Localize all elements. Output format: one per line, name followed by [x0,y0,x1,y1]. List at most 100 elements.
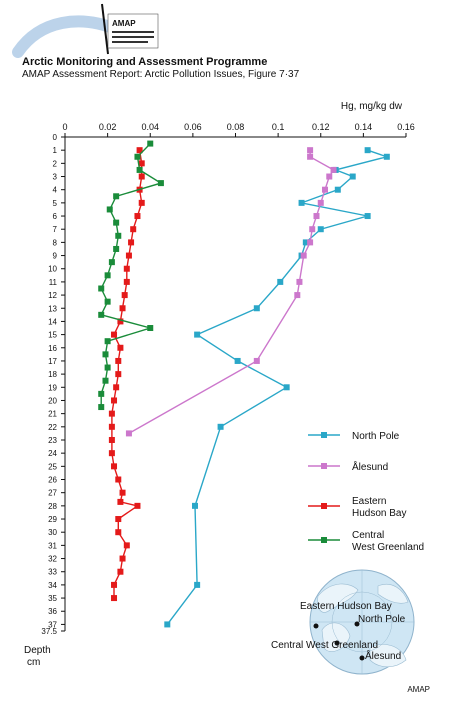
legend-marker [321,503,327,509]
logo-arc [12,15,124,58]
data-point [307,153,314,160]
y-tick-label: 4 [53,186,58,195]
data-point [108,450,115,457]
data-point [217,423,224,430]
data-point [102,377,109,384]
series-lesund [125,147,337,437]
map-land [369,644,407,668]
data-point [111,581,118,588]
x-tick-label: 0 [62,122,67,132]
data-point [119,489,126,496]
data-point [134,213,141,220]
data-point [138,160,145,167]
y-tick-label: 15 [48,331,57,340]
y-tick-label: 37 [48,620,57,629]
data-point [104,364,111,371]
data-point [253,305,260,312]
data-point [115,371,122,378]
data-point [147,325,154,332]
data-point [349,173,356,180]
inset-map: Eastern Hudson Bay North Pole Central We… [271,569,415,675]
data-point [147,140,154,147]
data-point [283,384,290,391]
map-land [377,583,409,604]
y-tick-label: 37.5 [41,627,57,636]
data-point [117,318,124,325]
data-point [104,298,111,305]
y-axis-label: Depth cm [24,645,51,668]
data-point [104,338,111,345]
y-tick-label: 21 [48,410,57,419]
series-line [166,149,390,625]
legend-label: Ålesund [352,460,388,473]
y-tick-label: 20 [48,396,57,405]
x-tick-label: 0.06 [184,122,202,132]
data-point [296,278,303,285]
data-point [136,147,143,154]
data-point [364,147,371,154]
data-point [121,292,128,299]
y-tick-label: 23 [48,436,57,445]
data-point [194,581,201,588]
data-point [300,252,307,259]
y-tick-label: 34 [48,581,57,590]
y-tick-label: 30 [48,528,57,537]
data-point [123,278,130,285]
data-point [294,292,301,299]
y-tick-label: 19 [48,383,57,392]
data-point [108,423,115,430]
y-tick-label: 0 [53,133,58,142]
y-tick-label: 17 [48,357,57,366]
y-tick-label: 9 [53,252,58,261]
data-point [108,410,115,417]
series-line [128,150,335,435]
x-tick-label: 0.04 [141,122,159,132]
data-point [138,173,145,180]
legend: North Pole Ålesund Eastern Hudson Bay Centra… [308,431,424,553]
data-point [111,397,118,404]
logo-text: AMAP [112,19,136,28]
data-point [113,193,120,200]
amap-logo: AMAP [12,3,159,58]
data-point [322,186,329,193]
series-central-west-greenland [98,140,164,411]
data-point [115,476,122,483]
y-tick-label: 10 [48,265,57,274]
data-point [111,595,118,602]
data-point [111,463,118,470]
series-layer [98,140,390,628]
data-point [364,213,371,220]
data-point [115,516,122,523]
data-point [330,166,337,173]
data-point [317,199,324,206]
y-tick-label: 25 [48,462,57,471]
data-point [128,239,135,246]
data-point [302,239,309,246]
data-point [98,404,105,411]
y-tick-label: 35 [48,594,57,603]
data-point [307,147,314,154]
data-point [383,153,390,160]
x-tick-label: 0.16 [397,122,415,132]
data-point [136,166,143,173]
data-point [117,344,124,351]
data-point [123,265,130,272]
y-tick-label: 32 [48,555,57,564]
map-label-greenland: Central West Greenland [271,640,378,651]
y-tick-label: 7 [53,225,58,234]
data-point [138,199,145,206]
data-point [157,180,164,187]
data-point [134,502,141,509]
map-label-hudson-bay: Eastern Hudson Bay [300,601,392,612]
data-point [104,272,111,279]
y-tick-label: 3 [53,173,58,182]
data-point [194,331,201,338]
data-point [113,384,120,391]
y-tick-label: 16 [48,344,57,353]
y-tick-label: 6 [53,212,58,221]
data-point [307,239,314,246]
y-tick-label: 33 [48,568,57,577]
legend-label: Central West Greenland [352,530,424,553]
report-subtitle: AMAP Assessment Report: Arctic Pollution… [22,69,300,80]
y-tick-label: 18 [48,370,57,379]
